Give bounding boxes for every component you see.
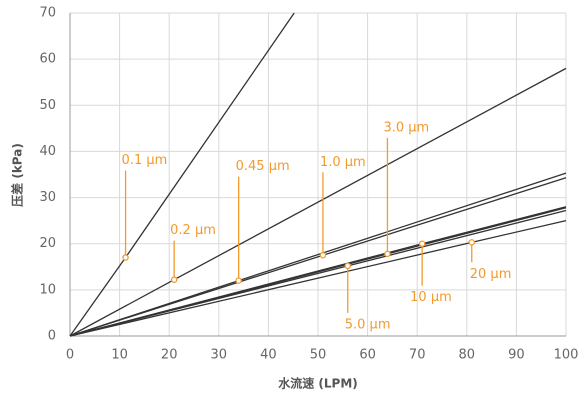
y-tick-label: 60 [39,52,56,67]
y-tick-label: 40 [39,144,56,159]
point-marker [468,239,476,246]
series-label: 20 µm [470,267,512,282]
series-label: 1.0 µm [320,155,366,170]
x-tick-label: 0 [66,348,74,363]
series-label: 10 µm [410,290,452,305]
x-tick-label: 60 [359,348,376,363]
x-tick-label: 50 [310,348,327,363]
x-tick-label: 90 [508,348,525,363]
series-label: 3.0 µm [383,120,429,135]
y-tick-label: 20 [39,236,56,251]
x-tick-label: 30 [211,348,228,363]
series-label: 0.45 µm [236,159,290,174]
x-tick-label: 80 [459,348,476,363]
y-tick-label: 70 [39,6,56,21]
point-marker [344,262,352,270]
point-marker [122,254,129,261]
point-marker [418,240,426,247]
x-tick-label: 20 [161,348,178,363]
point-marker [235,277,242,284]
y-tick-label: 30 [39,190,56,205]
y-tick-label: 50 [39,98,56,113]
x-axis-title: 水流速 (LPM) [278,376,358,391]
y-tick-label: 0 [48,329,56,344]
x-tick-label: 70 [409,348,426,363]
y-axis-title: 压差 (kPa) [10,143,25,207]
y-tick-label: 10 [39,282,56,297]
series-label: 0.1 µm [122,153,168,168]
x-tick-label: 10 [111,348,128,363]
point-marker [384,250,391,258]
series-label: 5.0 µm [345,317,391,332]
series-label: 0.2 µm [170,223,216,238]
point-marker [319,251,327,259]
point-marker [170,276,178,283]
x-tick-label: 100 [554,348,579,363]
x-tick-label: 40 [260,348,277,363]
